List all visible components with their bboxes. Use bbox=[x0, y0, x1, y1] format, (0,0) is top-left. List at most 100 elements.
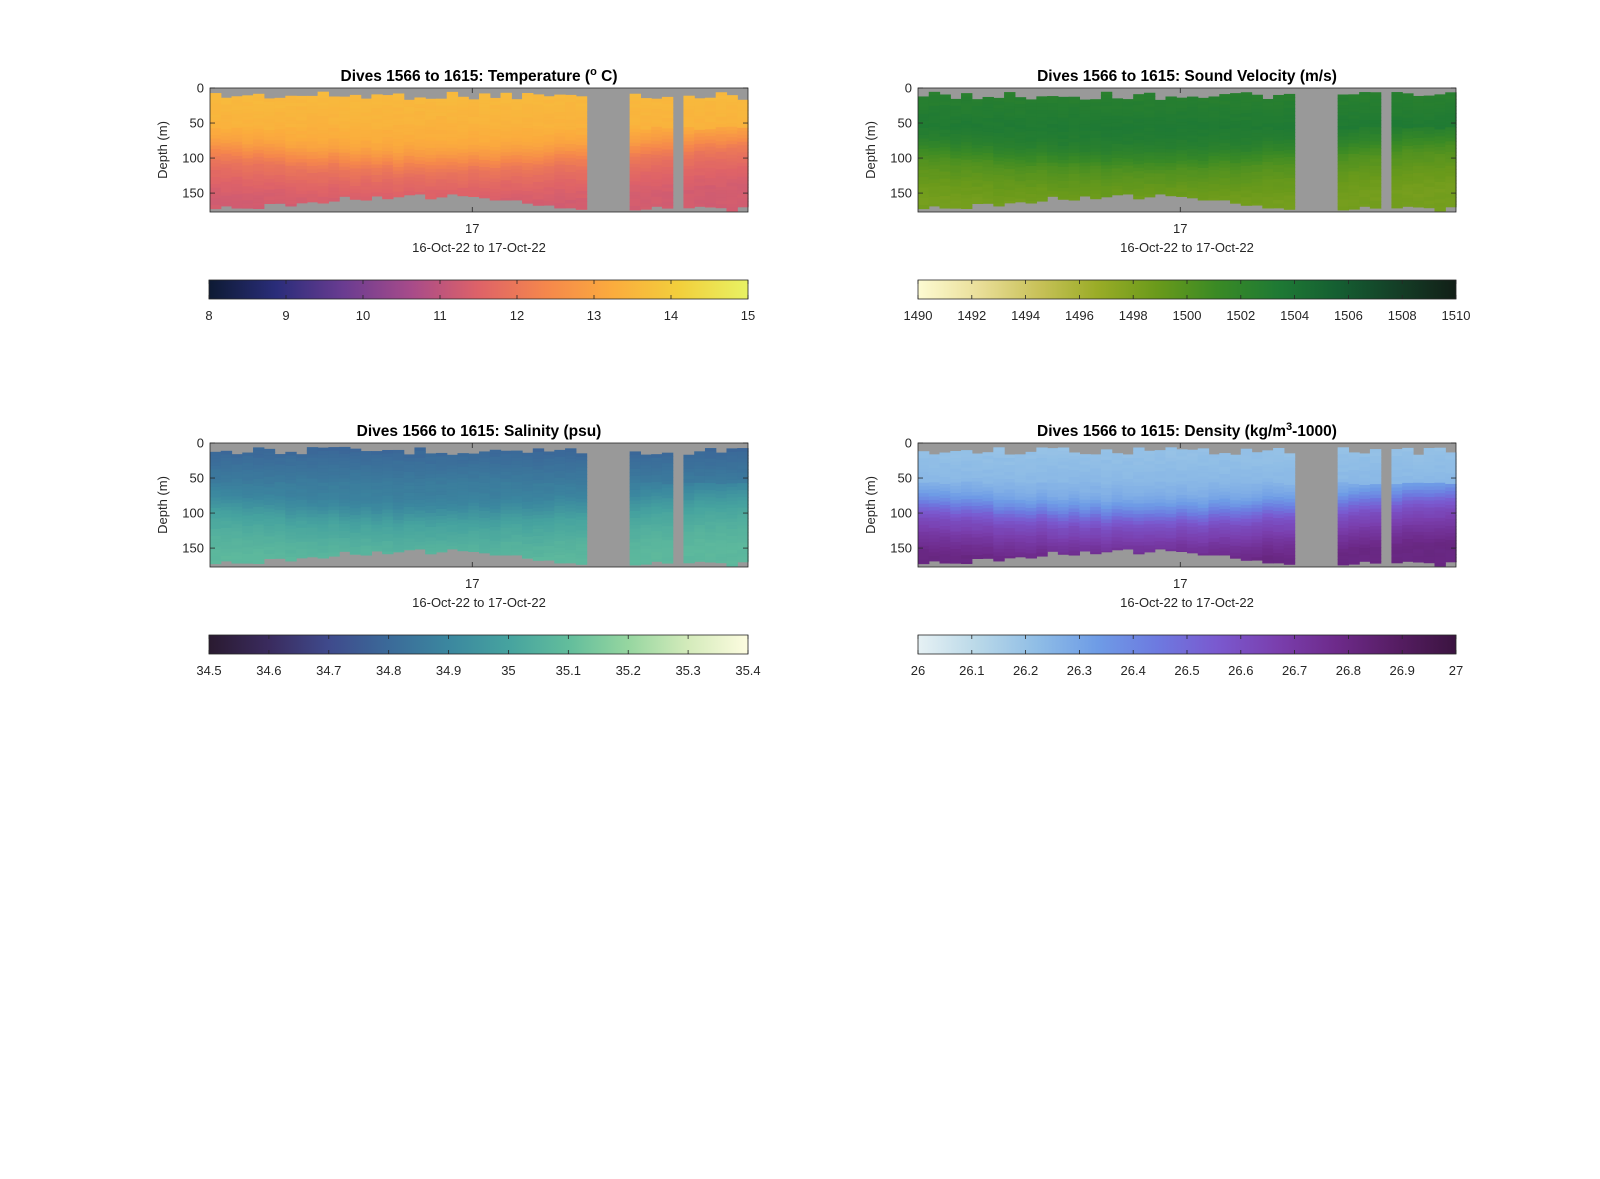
heatmap-cell bbox=[961, 124, 973, 129]
heatmap-cell bbox=[382, 464, 394, 469]
heatmap-cell bbox=[349, 115, 362, 120]
heatmap-cell bbox=[575, 481, 588, 486]
heatmap-cell bbox=[651, 534, 663, 539]
heatmap-cell bbox=[1165, 184, 1177, 189]
heatmap-cell bbox=[1036, 169, 1048, 175]
heatmap-cell bbox=[489, 129, 502, 134]
heatmap-cell bbox=[640, 500, 652, 505]
heatmap-cell bbox=[1369, 137, 1382, 142]
heatmap-cell bbox=[1057, 159, 1070, 164]
heatmap-cell bbox=[683, 144, 695, 149]
heatmap-cell bbox=[939, 199, 951, 204]
heatmap-cell bbox=[479, 525, 491, 530]
heatmap-cell bbox=[629, 486, 641, 491]
heatmap-cell bbox=[1068, 519, 1080, 524]
heatmap-cell bbox=[629, 507, 641, 512]
heatmap-cell bbox=[392, 509, 405, 514]
heatmap-cell bbox=[263, 193, 276, 198]
heatmap-cell bbox=[1359, 165, 1371, 170]
heatmap-cell bbox=[242, 536, 254, 541]
heatmap-cell bbox=[1122, 179, 1134, 184]
heatmap-cell bbox=[1348, 125, 1360, 130]
heatmap-cell bbox=[939, 480, 951, 485]
heatmap-cell bbox=[640, 517, 652, 522]
heatmap-cell bbox=[479, 468, 491, 474]
heatmap-cell bbox=[220, 482, 233, 487]
heatmap-cell bbox=[737, 528, 749, 533]
heatmap-cell bbox=[651, 98, 663, 103]
heatmap-cell bbox=[1047, 462, 1059, 467]
heatmap-cell bbox=[971, 537, 984, 542]
heatmap-cell bbox=[565, 486, 577, 491]
heatmap-cell bbox=[715, 183, 728, 188]
heatmap-cell bbox=[1047, 465, 1059, 470]
heatmap-cell bbox=[554, 470, 566, 476]
heatmap-cell bbox=[1423, 158, 1436, 163]
heatmap-cell bbox=[479, 496, 491, 502]
heatmap-cell bbox=[532, 164, 545, 169]
heatmap-cell bbox=[1090, 130, 1102, 135]
heatmap-cell bbox=[532, 111, 545, 117]
heatmap-cell bbox=[1057, 447, 1070, 452]
heatmap-cell bbox=[468, 537, 480, 542]
heatmap-cell bbox=[939, 494, 951, 499]
heatmap-cell bbox=[317, 447, 329, 452]
heatmap-cell bbox=[1337, 192, 1349, 197]
heatmap-cell bbox=[565, 203, 577, 208]
heatmap-cell bbox=[1090, 186, 1102, 191]
heatmap-cell bbox=[489, 516, 502, 521]
heatmap-cell bbox=[1014, 541, 1027, 546]
heatmap-cell bbox=[982, 501, 994, 506]
heatmap-cell bbox=[939, 463, 951, 468]
heatmap-cell bbox=[982, 511, 994, 516]
heatmap-cell bbox=[1047, 152, 1059, 157]
heatmap-cell bbox=[737, 500, 749, 505]
heatmap-cell bbox=[961, 121, 973, 126]
heatmap-cell bbox=[704, 514, 717, 519]
heatmap-cell bbox=[253, 188, 265, 193]
heatmap-cell bbox=[704, 181, 717, 186]
heatmap-cell bbox=[457, 502, 469, 507]
heatmap-cell bbox=[1273, 186, 1285, 191]
heatmap-cell bbox=[1230, 156, 1242, 161]
heatmap-cell bbox=[296, 106, 308, 111]
heatmap-cell bbox=[1154, 187, 1167, 192]
heatmap-cell bbox=[1165, 159, 1177, 164]
heatmap-cell bbox=[1100, 172, 1113, 177]
heatmap-cell bbox=[1079, 194, 1091, 197]
heatmap-cell bbox=[253, 135, 265, 140]
heatmap-cell bbox=[403, 99, 416, 104]
heatmap-cell bbox=[371, 521, 383, 526]
heatmap-cell bbox=[339, 478, 351, 483]
heatmap-cell bbox=[511, 506, 523, 511]
heatmap-cell bbox=[306, 151, 319, 157]
heatmap-cell bbox=[543, 204, 555, 206]
heatmap-cell bbox=[971, 523, 984, 528]
heatmap-cell bbox=[1348, 199, 1360, 204]
heatmap-cell bbox=[328, 194, 340, 199]
heatmap-cell bbox=[640, 461, 652, 466]
heatmap-cell bbox=[349, 546, 362, 551]
heatmap-cell bbox=[1283, 153, 1296, 158]
heatmap-cell bbox=[1090, 193, 1102, 198]
heatmap-cell bbox=[1230, 152, 1242, 157]
heatmap-cell bbox=[1165, 114, 1177, 119]
heatmap-cell bbox=[554, 547, 566, 553]
heatmap-cell bbox=[737, 469, 749, 474]
heatmap-cell bbox=[1230, 142, 1242, 147]
heatmap-cell bbox=[950, 458, 962, 463]
heatmap-cell bbox=[457, 177, 469, 182]
heatmap-cell bbox=[543, 183, 555, 188]
heatmap-cell bbox=[939, 484, 951, 489]
heatmap-cell bbox=[993, 457, 1005, 462]
heatmap-cell bbox=[1068, 473, 1080, 478]
heatmap-cell bbox=[1240, 106, 1253, 111]
heatmap-cell bbox=[726, 532, 738, 537]
heatmap-cell bbox=[928, 144, 941, 149]
heatmap-cell bbox=[565, 465, 577, 470]
heatmap-cell bbox=[1079, 499, 1091, 504]
heatmap-cell bbox=[1283, 125, 1296, 130]
heatmap-cell bbox=[1068, 554, 1080, 556]
heatmap-cell bbox=[360, 151, 372, 156]
heatmap-cell bbox=[435, 151, 448, 156]
